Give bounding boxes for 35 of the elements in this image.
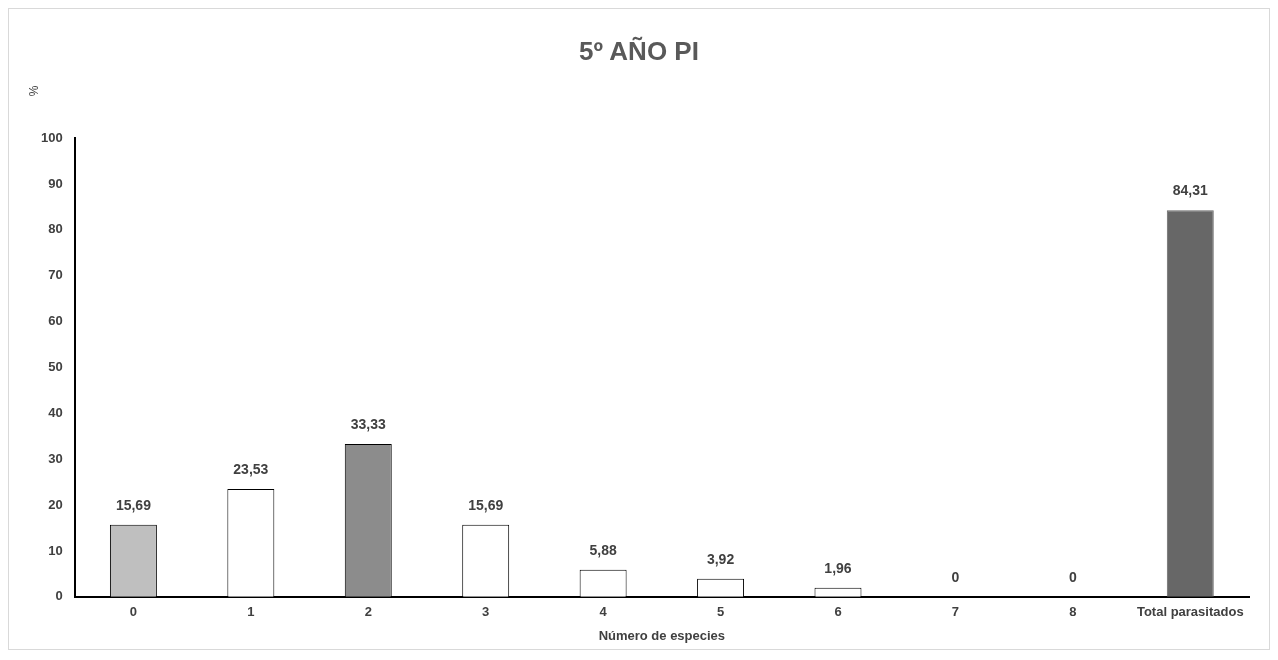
x-tick-label: 1 — [247, 604, 255, 620]
data-label: 15,69 — [115, 496, 152, 513]
data-label: 0 — [951, 568, 960, 585]
chart-title: 5º AÑO PI — [579, 35, 699, 66]
y-tick-label: 40 — [48, 404, 63, 420]
y-axis-title: % — [27, 85, 42, 97]
x-axis-title: Número de especies — [598, 627, 726, 643]
y-tick-label: 90 — [48, 175, 63, 191]
y-tick-label: 80 — [48, 221, 63, 237]
y-tick-label: 30 — [48, 450, 63, 466]
x-tick-label: Total parasitados — [1136, 604, 1244, 620]
x-tick-label: 4 — [599, 604, 608, 620]
y-tick-label: 0 — [55, 588, 63, 604]
x-tick-label: 3 — [482, 604, 490, 620]
x-tick-label: 8 — [1069, 604, 1077, 620]
x-tick-label: 6 — [834, 604, 842, 620]
data-label: 0 — [1068, 568, 1077, 585]
x-tick-label: 0 — [129, 604, 138, 620]
y-tick-label: 10 — [48, 542, 63, 558]
data-label: 3,92 — [706, 550, 735, 567]
bar — [1166, 210, 1214, 597]
data-label: 84,31 — [1172, 182, 1209, 199]
y-tick-label: 70 — [48, 267, 63, 283]
data-label: 5,88 — [589, 541, 617, 558]
data-label: 33,33 — [350, 415, 386, 432]
data-label: 23,53 — [233, 460, 269, 477]
data-label: 15,69 — [468, 496, 504, 513]
y-tick-label: 50 — [48, 359, 63, 375]
x-tick-label: 7 — [951, 604, 960, 620]
y-tick-label: 20 — [48, 496, 63, 512]
x-tick-label: 5 — [716, 604, 725, 620]
data-label: 1,96 — [824, 559, 852, 576]
x-tick-label: 2 — [364, 604, 372, 620]
y-tick-label: 100 — [40, 129, 63, 145]
y-tick-label: 60 — [48, 313, 63, 329]
